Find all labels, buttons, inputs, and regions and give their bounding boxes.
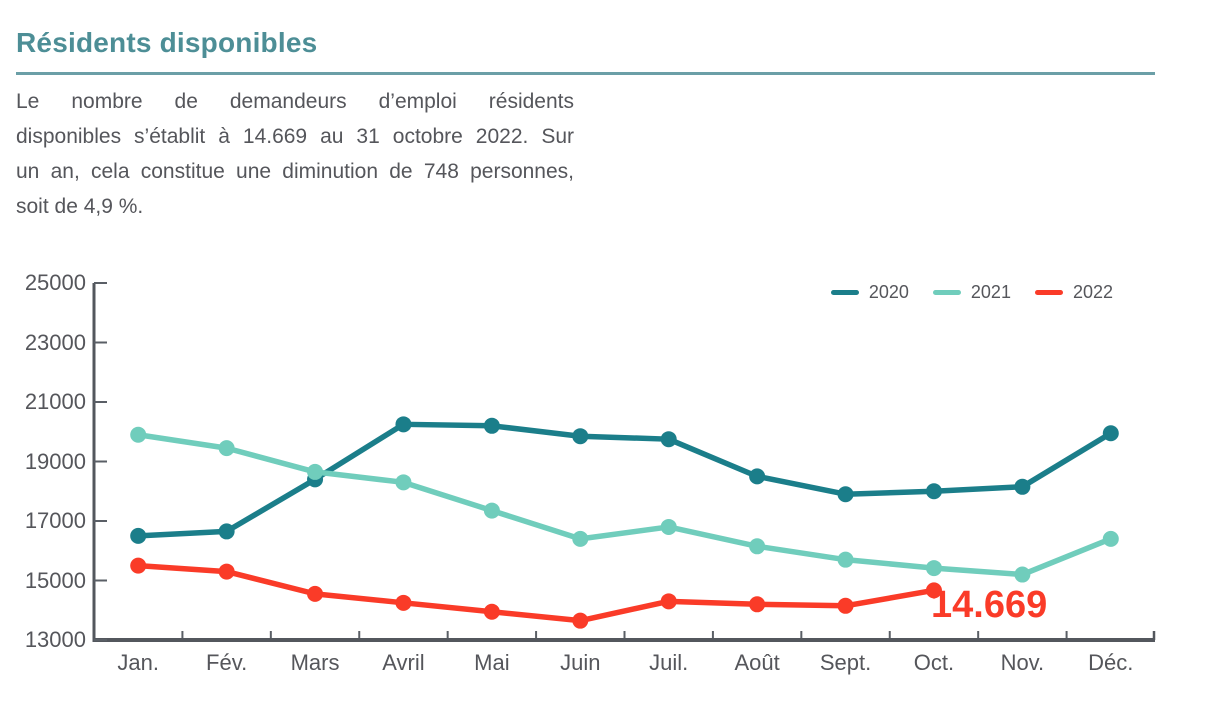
data-point-2022-Sept xyxy=(837,597,854,614)
x-axis-label-Mai: Mai xyxy=(474,650,510,675)
data-point-2020-Mai xyxy=(483,417,500,434)
x-axis-label-Août: Août xyxy=(734,650,780,675)
series-line-2022 xyxy=(135,562,937,624)
data-point-2020-Avril xyxy=(395,416,412,433)
data-point-2020-Sept xyxy=(837,486,854,503)
x-axis-label-Fév: Fév. xyxy=(206,650,248,675)
data-point-2021-Juil xyxy=(660,518,677,535)
data-point-2022-Juin xyxy=(572,612,589,629)
data-point-2021-Oct xyxy=(925,560,942,577)
legend-item-2020: 2020 xyxy=(830,282,909,303)
intro-line-3: un an, cela constitue une diminution de … xyxy=(16,160,574,183)
x-axis-label-Juil: Juil. xyxy=(649,650,689,675)
data-point-2022-Oct xyxy=(925,582,942,599)
line-chart: 2020 2021 2022 14.669 25000 23000 21000 190… xyxy=(0,250,1224,723)
data-point-2021-Août xyxy=(749,538,766,555)
data-point-2020-Oct xyxy=(925,483,942,500)
intro-paragraph: Le nombre de demandeurs d’emploi résiden… xyxy=(16,84,574,224)
intro-line-2: disponibles s’établit à 14.669 au 31 oct… xyxy=(16,125,574,148)
data-point-2020-Déc xyxy=(1102,425,1119,442)
data-point-2021-Sept xyxy=(837,551,854,568)
x-axis-label-Oct: Oct. xyxy=(913,650,955,675)
data-point-2020-Jan xyxy=(130,527,147,544)
series-line-2020 xyxy=(135,421,1114,539)
y-axis-label-17000: 17000 xyxy=(24,508,86,533)
data-point-2022-Fév xyxy=(218,563,235,580)
y-axis-label-21000: 21000 xyxy=(24,389,86,414)
data-point-2022-Août xyxy=(749,596,766,613)
legend-swatch-2022 xyxy=(1034,290,1063,295)
legend-item-2022: 2022 xyxy=(1034,282,1113,303)
x-axis-label-Sept: Sept. xyxy=(819,650,872,675)
data-point-2020-Nov xyxy=(1014,478,1031,495)
data-point-2020-Fév xyxy=(218,523,235,540)
y-axis-label-23000: 23000 xyxy=(24,329,86,355)
y-axis-label-13000: 13000 xyxy=(24,627,86,652)
legend-swatch-2020 xyxy=(830,290,859,295)
title-divider xyxy=(16,72,1155,75)
y-axis-label-15000: 15000 xyxy=(24,567,86,593)
data-point-2021-Nov xyxy=(1014,566,1031,583)
x-axis-label-Avril: Avril xyxy=(382,650,425,675)
chart-legend: 2020 2021 2022 xyxy=(830,282,1113,303)
intro-line-1: Le nombre de demandeurs d’emploi résiden… xyxy=(16,90,574,113)
data-point-2022-Avril xyxy=(395,594,412,611)
x-axis-label-Nov: Nov. xyxy=(1000,650,1045,675)
data-point-2021-Mai xyxy=(483,502,500,519)
x-axis-label-Déc: Déc. xyxy=(1088,650,1134,675)
data-point-2021-Mars xyxy=(307,463,324,480)
data-point-2022-Mai xyxy=(483,603,500,620)
latest-value-annotation: 14.669 xyxy=(931,584,1048,626)
data-point-2021-Fév xyxy=(218,440,235,457)
y-axis-label-25000: 25000 xyxy=(24,270,86,295)
legend-swatch-2021 xyxy=(932,290,961,295)
data-point-2020-Juil xyxy=(660,431,677,448)
legend-label-2020: 2020 xyxy=(868,282,909,302)
data-point-2021-Juin xyxy=(572,530,589,547)
page-title: Résidents disponibles xyxy=(16,26,318,58)
chart-svg xyxy=(92,282,1156,642)
legend-item-2021: 2021 xyxy=(932,282,1011,303)
data-point-2022-Mars xyxy=(307,585,324,602)
data-point-2020-Juin xyxy=(572,428,589,445)
data-point-2022-Juil xyxy=(660,593,677,610)
y-axis-label-19000: 19000 xyxy=(24,448,86,474)
data-point-2021-Déc xyxy=(1102,530,1119,547)
legend-label-2022: 2022 xyxy=(1072,282,1113,302)
x-axis-label-Mars: Mars xyxy=(290,650,340,675)
data-point-2020-Août xyxy=(749,468,766,485)
data-point-2021-Jan xyxy=(130,426,147,443)
legend-label-2021: 2021 xyxy=(970,282,1011,302)
data-point-2021-Avril xyxy=(395,474,412,491)
series-line-2021 xyxy=(135,431,1114,578)
intro-line-4: soit de 4,9 %. xyxy=(16,195,144,218)
x-axis-label-Jan: Jan. xyxy=(117,650,159,675)
x-axis-label-Juin: Juin xyxy=(560,650,601,675)
data-point-2022-Jan xyxy=(130,557,147,574)
